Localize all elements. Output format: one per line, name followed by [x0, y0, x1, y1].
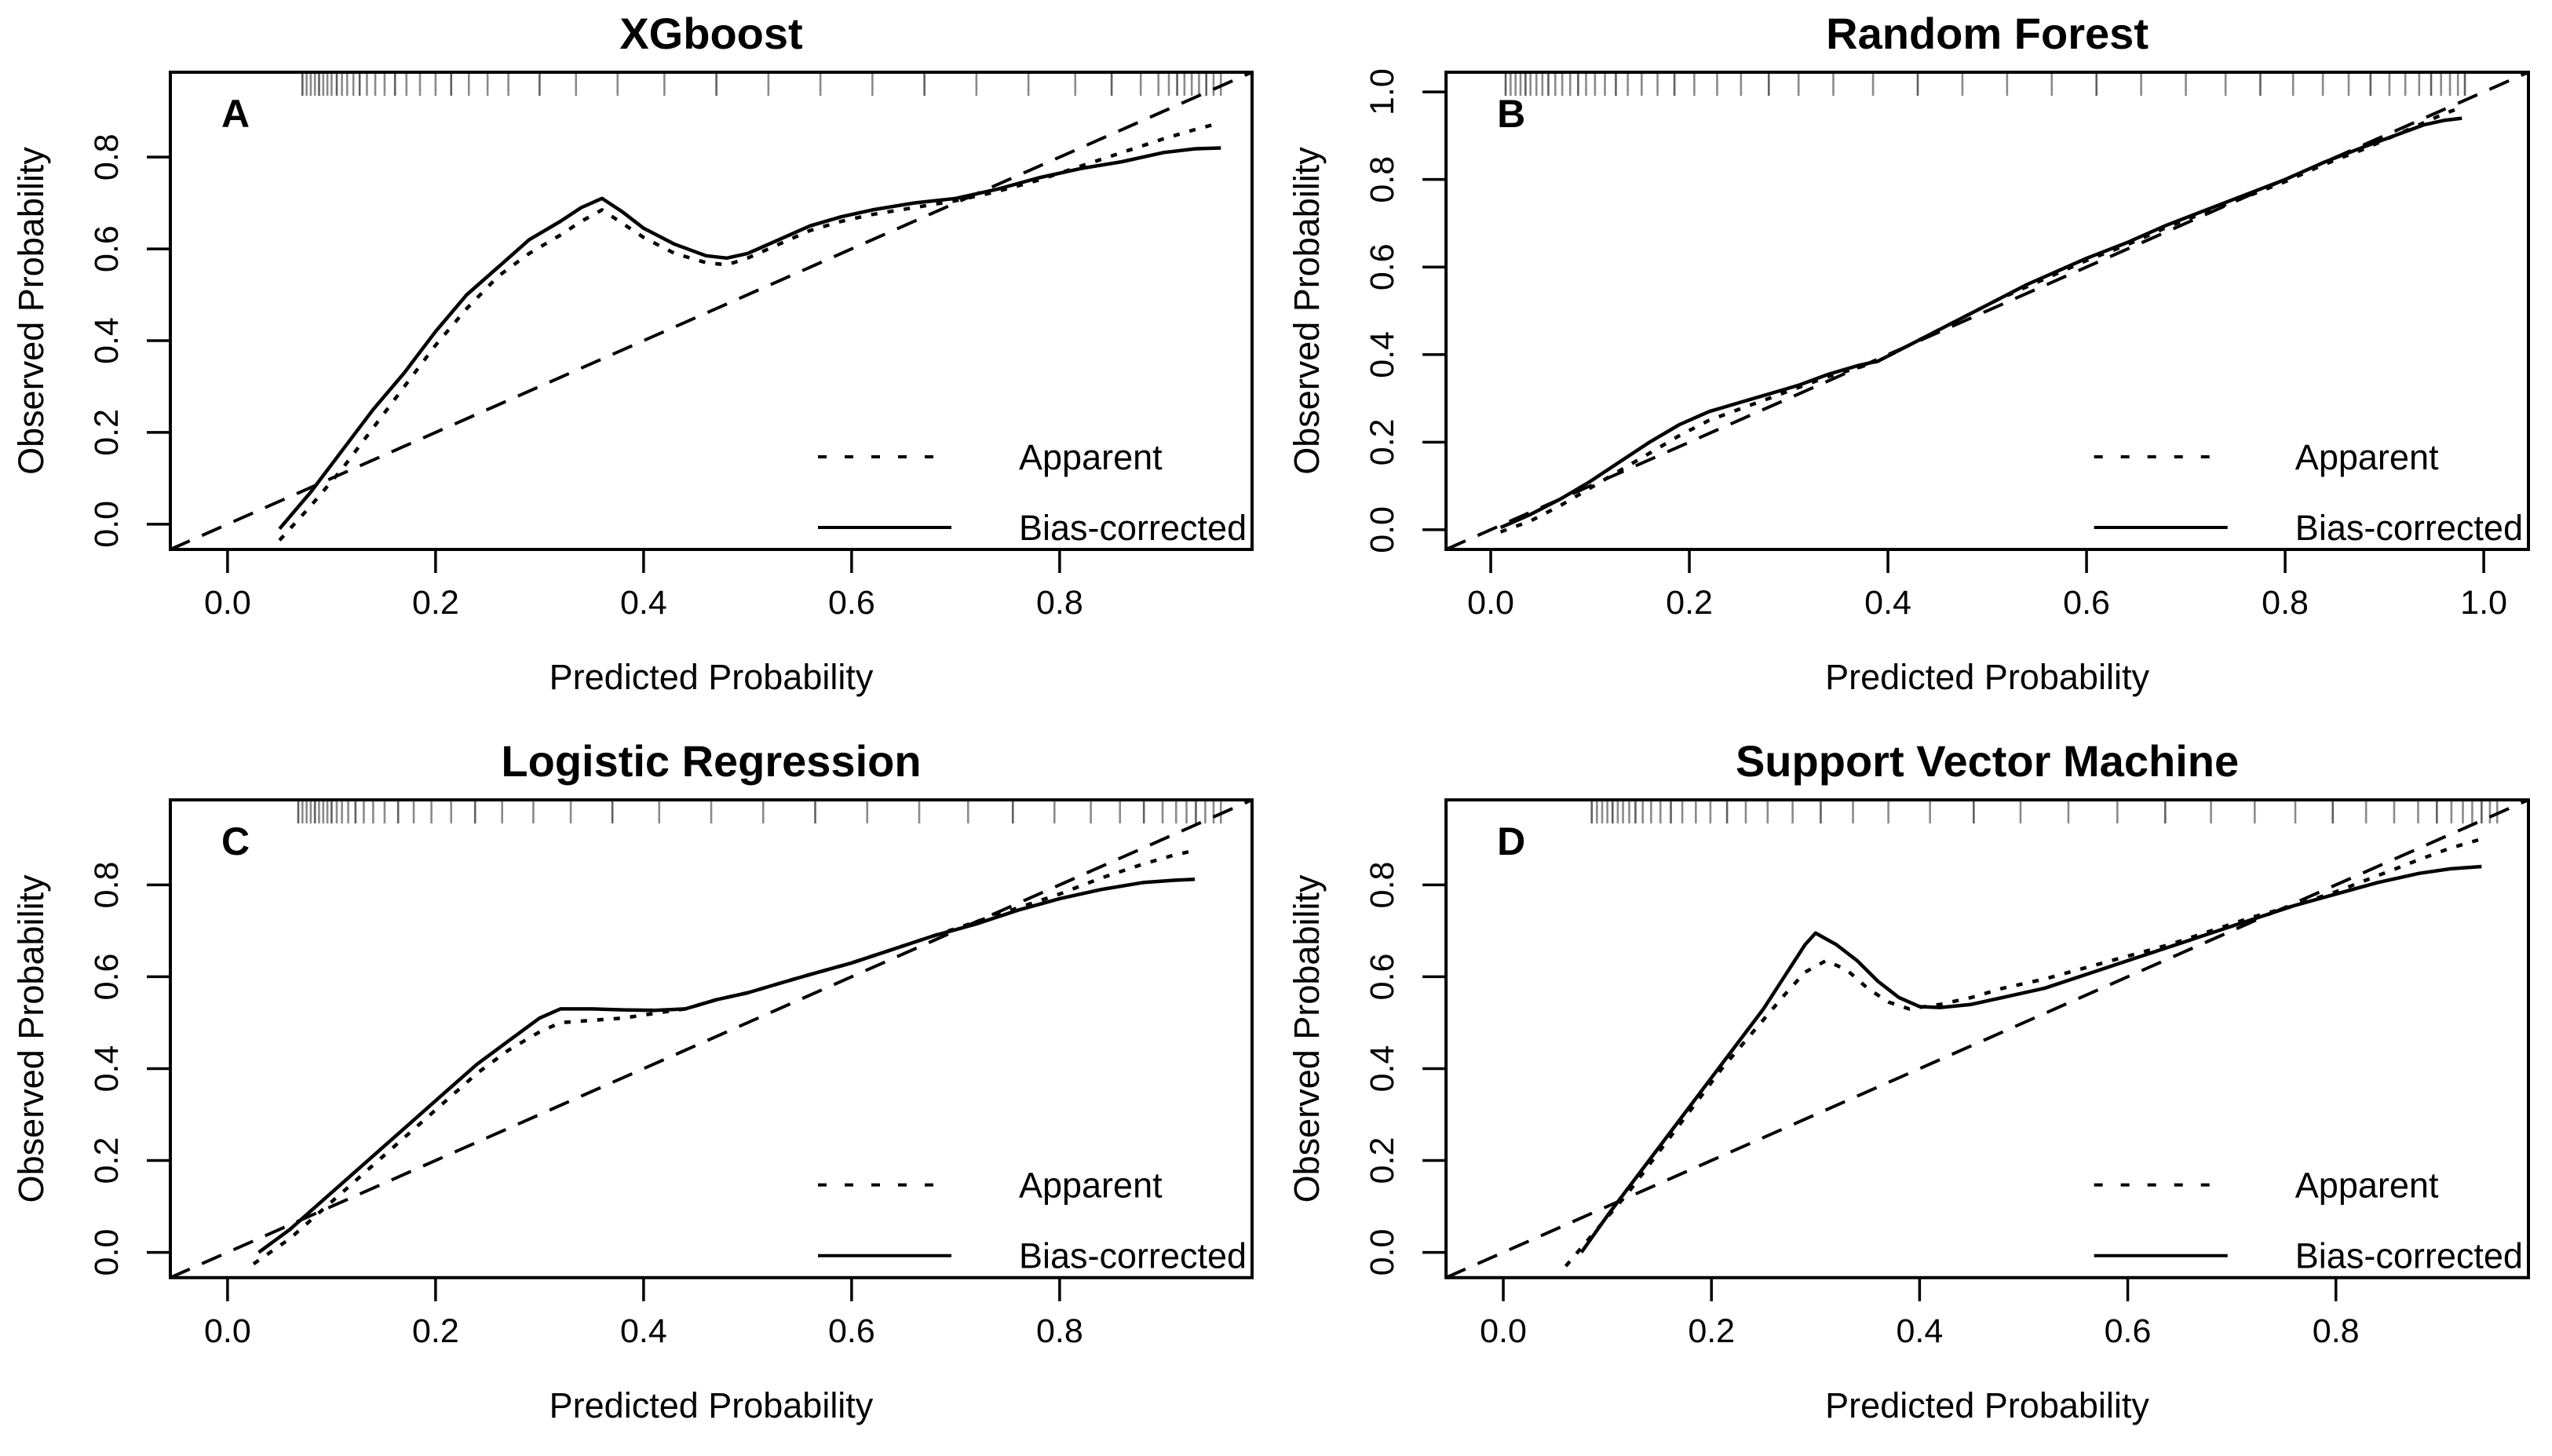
- x-tick-label: 0.8: [2262, 584, 2309, 622]
- x-tick-label: 0.6: [828, 584, 875, 622]
- panel-letter: C: [221, 819, 250, 863]
- x-tick-label: 0.6: [2063, 584, 2110, 622]
- panel-title: Random Forest: [1826, 9, 2149, 58]
- y-tick-label: 0.8: [88, 133, 126, 181]
- plot-box: [1444, 798, 2530, 1279]
- y-tick-label: 0.0: [1364, 1229, 1401, 1276]
- x-tick-label: 0.2: [412, 1312, 459, 1350]
- panel-title: XGboost: [619, 9, 802, 58]
- y-tick-label: 0.8: [1364, 156, 1401, 203]
- panel-logistic-regression: 0.0 0.2 0.4 0.6 0.8 0.0 0.2 0.4 0.6 0.8 Logistic R…: [11, 736, 1254, 1425]
- x-axis-label: Predicted Probability: [1825, 657, 2149, 697]
- x-tick-label: 0.0: [1480, 1312, 1527, 1350]
- reference-diagonal-line: [170, 71, 1253, 551]
- y-tick-label: 0.2: [88, 409, 126, 456]
- y-tick-label: 0.0: [1364, 506, 1401, 553]
- apparent-curve: [1564, 837, 2482, 1268]
- y-tick-label: 0.4: [88, 317, 126, 364]
- apparent-curve: [278, 121, 1221, 542]
- y-tick-label: 0.4: [1364, 331, 1401, 378]
- legend-label: Apparent: [1019, 437, 1163, 477]
- bias-corrected-curve: [278, 146, 1221, 531]
- x-axis-label: Predicted Probability: [549, 657, 874, 697]
- legend-label: Bias-corrected: [1019, 1236, 1247, 1276]
- reference-diagonal-line: [170, 798, 1253, 1279]
- y-tick-label: 0.6: [1364, 243, 1401, 290]
- y-axis-label: Observed Probability: [1287, 147, 1327, 475]
- x-axis-label: Predicted Probability: [549, 1385, 874, 1425]
- plot-box: [1444, 71, 2530, 551]
- x-tick-label: 0.6: [2105, 1312, 2152, 1350]
- x-tick-label: 0.4: [1864, 584, 1911, 622]
- panel-letter: D: [1497, 819, 1525, 863]
- x-tick-label: 0.8: [1036, 584, 1083, 622]
- x-tick-label: 0.4: [620, 584, 667, 622]
- y-tick-label: 0.0: [88, 501, 126, 548]
- legend-label: Apparent: [1019, 1166, 1163, 1206]
- x-tick-label: 0.8: [2313, 1312, 2360, 1350]
- y-tick-label: 0.2: [88, 1137, 126, 1184]
- panel-title: Support Vector Machine: [1736, 736, 2239, 786]
- y-tick-label: 0.2: [1364, 418, 1401, 465]
- y-tick-label: 0.6: [1364, 954, 1401, 1001]
- x-tick-label: 0.2: [412, 584, 459, 622]
- panel-xgboost: 0.0 0.2 0.4 0.6 0.8 0.0 0.2 0.4 0.6 0.8 XGboost A Pr…: [11, 9, 1254, 697]
- reference-diagonal-line: [1445, 798, 2529, 1279]
- panel-letter: B: [1497, 92, 1525, 136]
- y-tick-label: 0.4: [88, 1045, 126, 1093]
- y-tick-label: 0.4: [1364, 1045, 1401, 1093]
- y-axis-label: Observed Probability: [11, 874, 51, 1203]
- legend-label: Bias-corrected: [2295, 508, 2523, 548]
- legend-label: Bias-corrected: [2295, 1236, 2523, 1276]
- x-tick-label: 0.0: [204, 1312, 251, 1350]
- plot-box: [169, 71, 1254, 551]
- y-tick-label: 0.0: [88, 1229, 126, 1276]
- x-tick-label: 0.2: [1688, 1312, 1735, 1350]
- x-tick-label: 0.0: [204, 584, 251, 622]
- x-tick-label: 0.6: [828, 1312, 875, 1350]
- x-tick-label: 0.4: [620, 1312, 667, 1350]
- y-tick-label: 1.0: [1364, 68, 1401, 115]
- x-tick-label: 0.2: [1666, 584, 1713, 622]
- legend-label: Bias-corrected: [1019, 508, 1247, 548]
- panel-letter: A: [221, 92, 250, 136]
- x-tick-label: 0.4: [1896, 1312, 1943, 1350]
- x-axis-label: Predicted Probability: [1825, 1385, 2149, 1425]
- y-tick-label: 0.6: [88, 225, 126, 272]
- plot-box: [169, 798, 1254, 1279]
- x-tick-label: 1.0: [2460, 584, 2507, 622]
- y-tick-label: 0.6: [88, 954, 126, 1001]
- x-tick-label: 0.8: [1036, 1312, 1083, 1350]
- legend-label: Apparent: [2295, 1166, 2439, 1206]
- panel-svm: 0.0 0.2 0.4 0.6 0.8 0.0 0.2 0.4 0.6 0.8 Support Ve…: [1287, 736, 2530, 1425]
- y-tick-label: 0.2: [1364, 1137, 1401, 1184]
- y-axis-label: Observed Probability: [1287, 874, 1327, 1202]
- y-tick-label: 0.8: [1364, 862, 1401, 909]
- apparent-curve: [252, 848, 1196, 1266]
- bias-corrected-curve: [257, 878, 1196, 1254]
- legend-label: Apparent: [2295, 437, 2439, 477]
- y-tick-label: 0.8: [88, 861, 126, 908]
- bias-corrected-curve: [1579, 864, 2482, 1253]
- bias-corrected-curve: [1499, 116, 2463, 530]
- y-axis-label: Observed Probability: [11, 147, 51, 475]
- panel-random-forest: 0.0 0.2 0.4 0.6 0.8 1.0 0.0 0.2 0.4 0.6 0.8 1.0 Rand…: [1287, 9, 2530, 697]
- panel-title: Logistic Regression: [501, 736, 921, 786]
- x-tick-label: 0.0: [1467, 584, 1514, 622]
